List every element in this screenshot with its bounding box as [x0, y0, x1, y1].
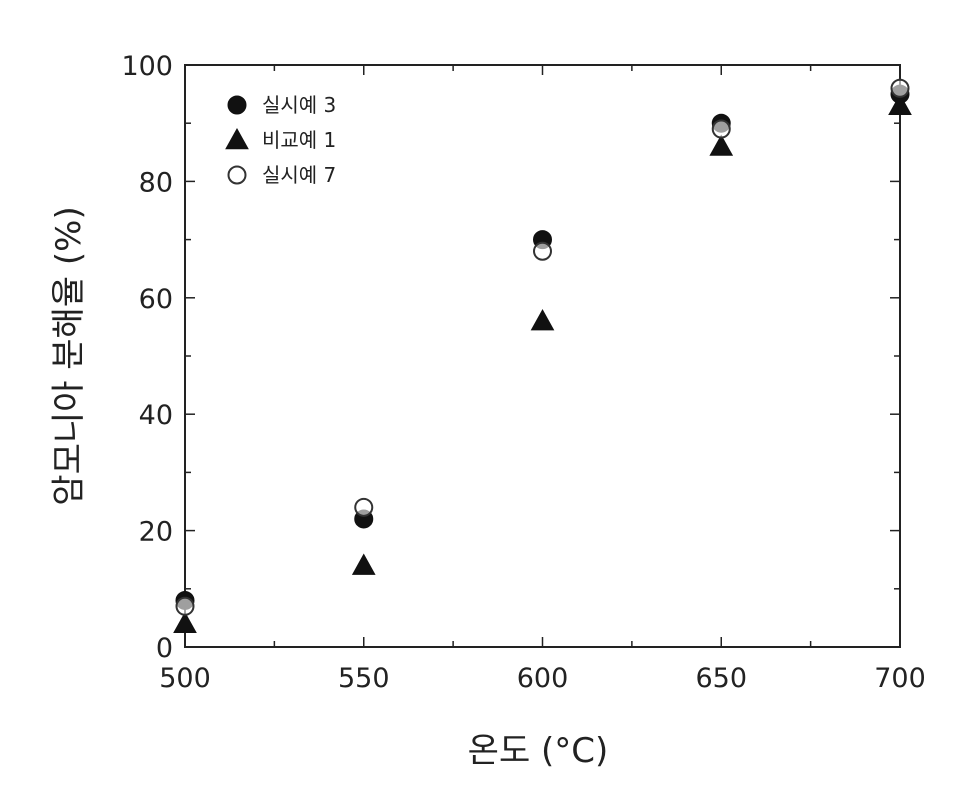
point-series-3	[534, 243, 551, 260]
x-tick-label: 500	[159, 663, 211, 694]
y-tick-label: 40	[139, 400, 173, 431]
legend-marker-3	[229, 167, 246, 184]
point-series-3	[177, 598, 194, 615]
x-tick-label: 550	[338, 663, 390, 694]
point-series-3	[892, 80, 909, 97]
legend: 실시예 3 비교예 1 실시예 7	[226, 93, 336, 187]
point-series-2	[532, 310, 554, 330]
x-tick-label: 600	[517, 663, 569, 694]
legend-marker-1	[228, 96, 246, 114]
axis-ticks	[185, 65, 900, 647]
point-series-3	[713, 121, 730, 138]
point-series-3	[355, 499, 372, 516]
plot-frame	[185, 65, 900, 647]
x-tick-label: 650	[695, 663, 747, 694]
point-series-2	[353, 555, 375, 575]
y-tick-label: 0	[156, 633, 173, 664]
legend-marker-2	[226, 129, 248, 149]
legend-label-3: 실시예 7	[262, 163, 336, 187]
y-axis-title: 암모니아 분해율 (%)	[49, 206, 89, 505]
x-tick-label: 700	[874, 663, 926, 694]
y-tick-label: 20	[139, 517, 173, 548]
legend-label-1: 실시예 3	[262, 93, 336, 117]
y-tick-label: 60	[139, 284, 173, 315]
x-axis-title: 온도 (°C)	[468, 731, 609, 771]
y-tick-label: 100	[121, 51, 173, 82]
legend-label-2: 비교예 1	[262, 128, 336, 152]
y-tick-label: 80	[139, 167, 173, 198]
